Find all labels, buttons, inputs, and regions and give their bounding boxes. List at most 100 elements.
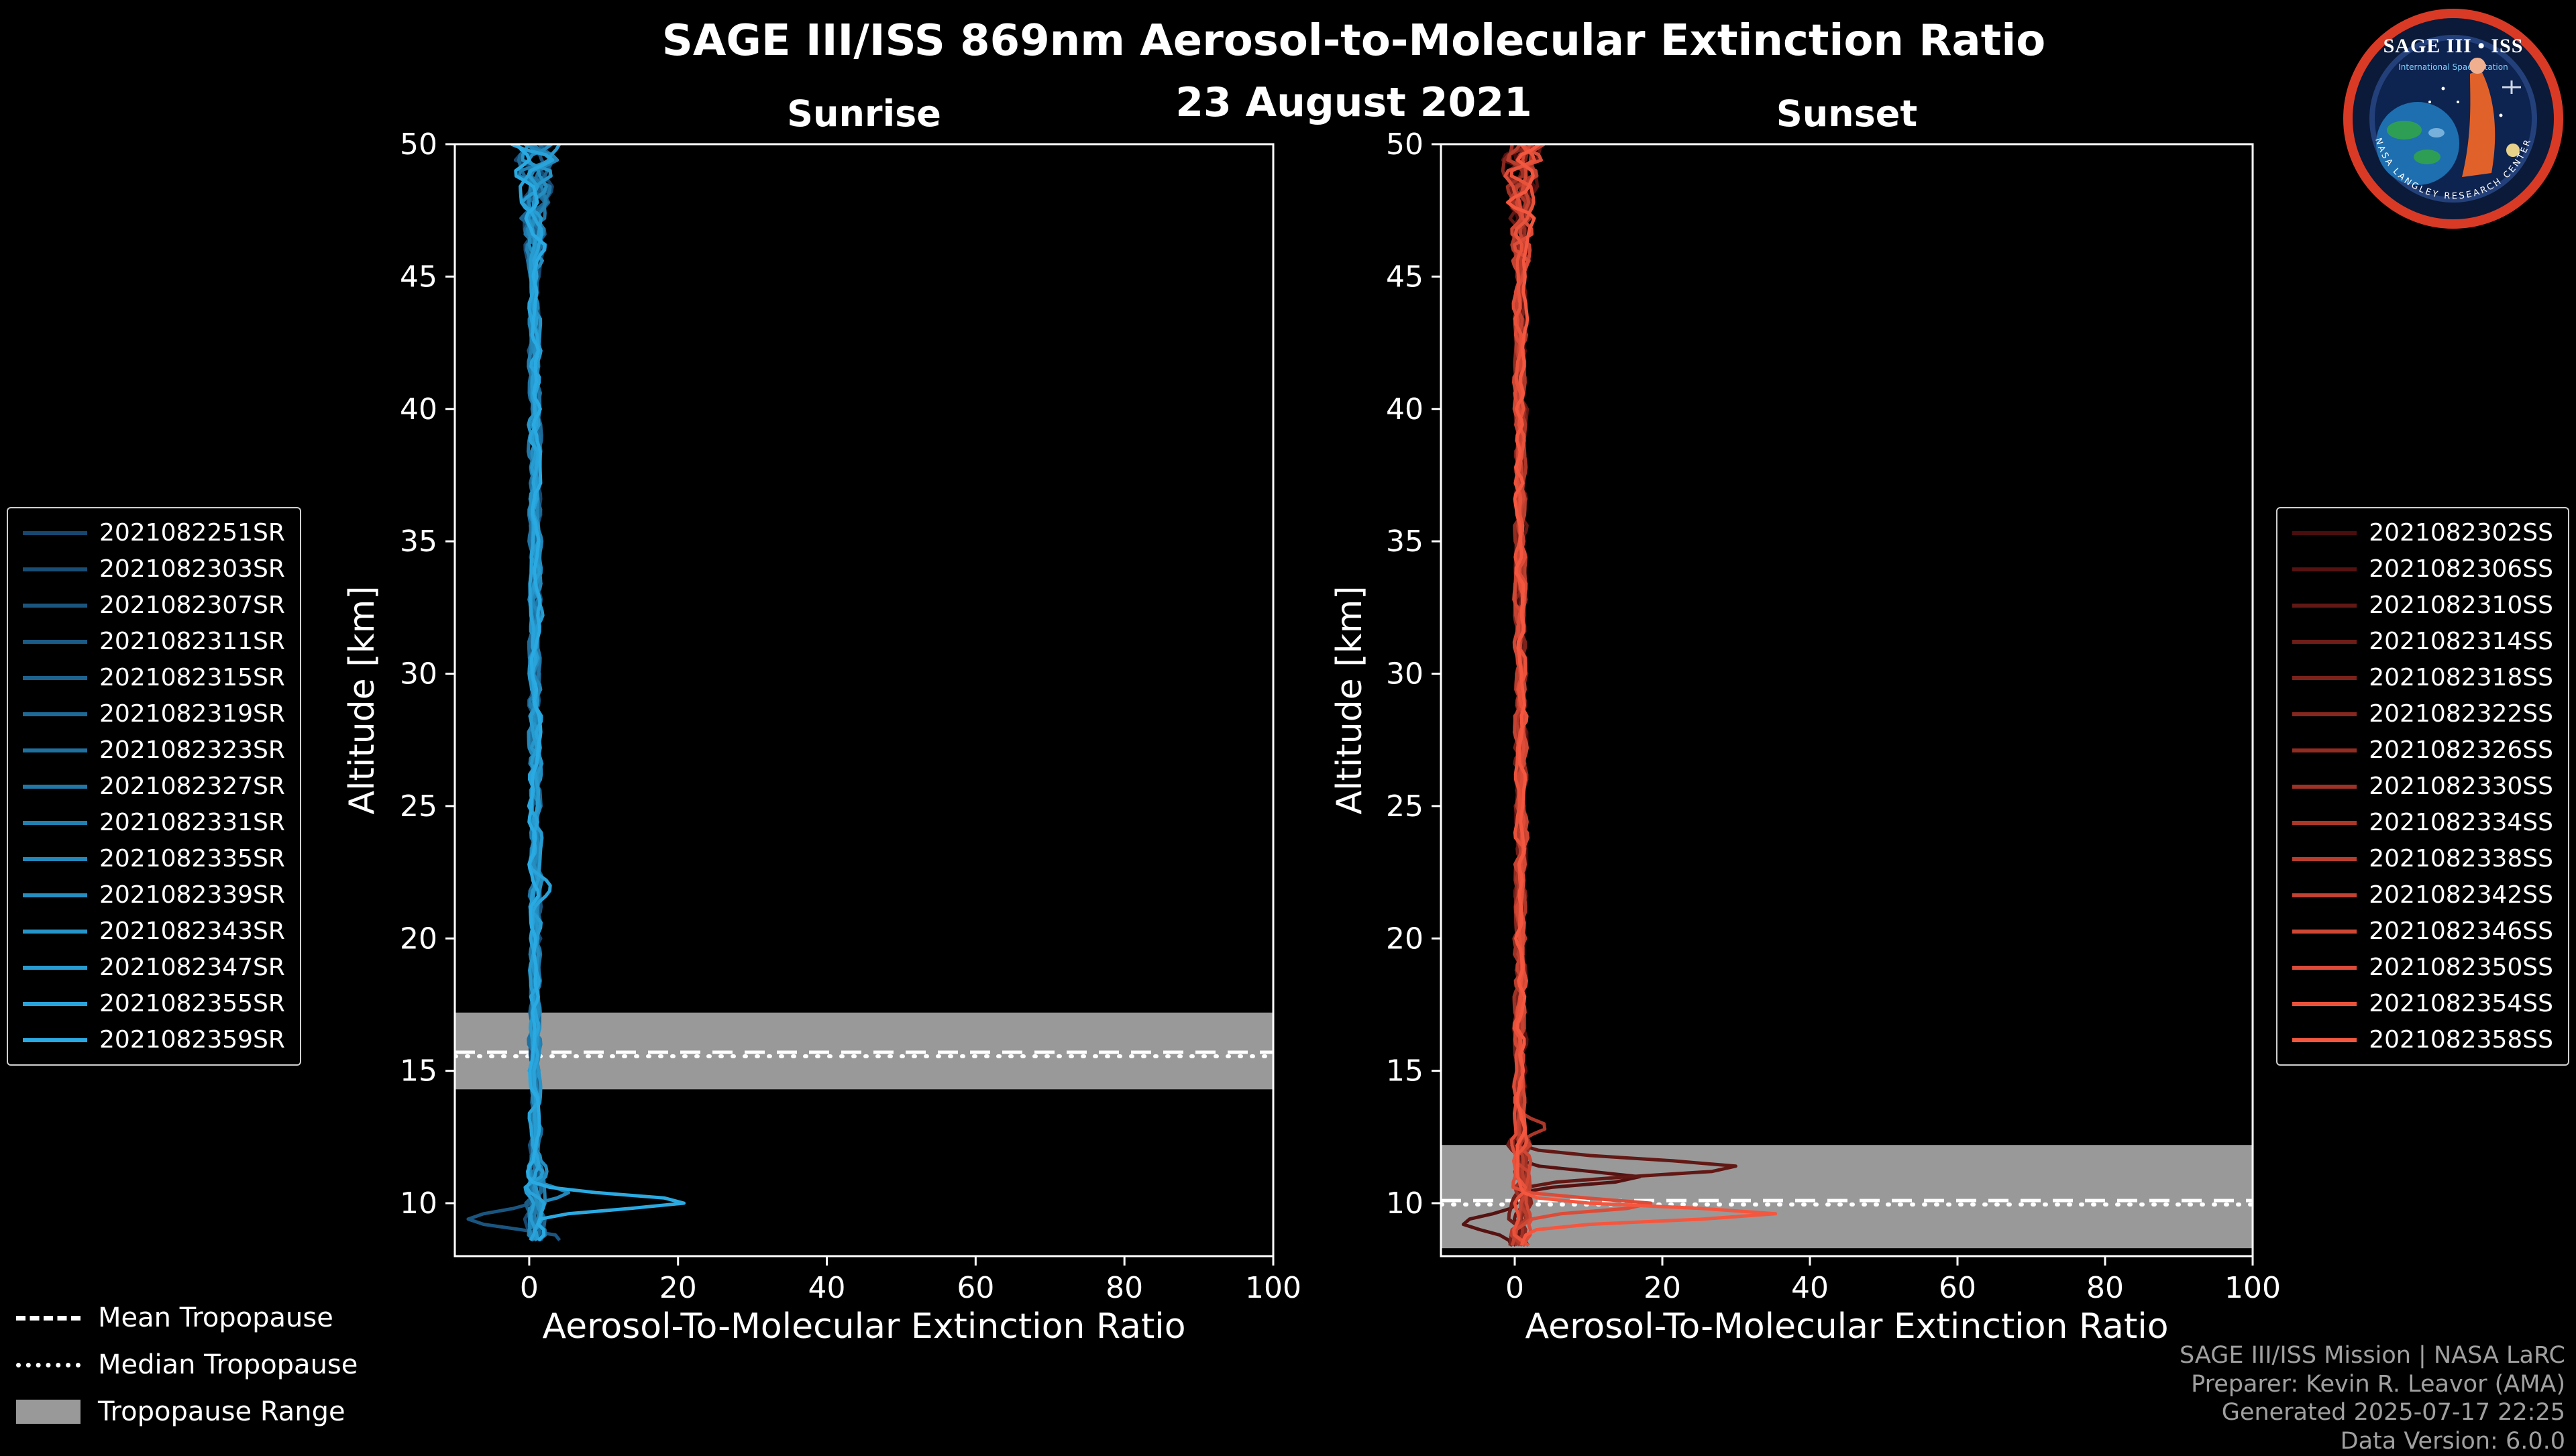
legend-item: 2021082302SS bbox=[2292, 519, 2553, 547]
svg-text:30: 30 bbox=[400, 657, 437, 691]
legend-label: 2021082310SS bbox=[2369, 592, 2553, 619]
legend-item: 2021082318SS bbox=[2292, 664, 2553, 691]
legend-label: 2021082342SS bbox=[2369, 881, 2553, 909]
legend-item: 2021082359SR bbox=[23, 1026, 285, 1054]
legend-label: 2021082346SS bbox=[2369, 917, 2553, 945]
svg-text:60: 60 bbox=[1939, 1271, 1976, 1305]
sunrise-event-legend: 2021082251SR 2021082303SR 2021082307SR 2021… bbox=[7, 507, 301, 1066]
legend-item: 2021082306SS bbox=[2292, 555, 2553, 583]
svg-text:20: 20 bbox=[659, 1271, 697, 1305]
legend-item: 2021082319SR bbox=[23, 700, 285, 728]
svg-text:50: 50 bbox=[1386, 127, 1424, 162]
svg-text:80: 80 bbox=[2086, 1271, 2124, 1305]
legend-line-swatch bbox=[2292, 567, 2357, 571]
dashed-line-icon bbox=[16, 1315, 80, 1321]
legend-item: 2021082346SS bbox=[2292, 917, 2553, 945]
svg-text:35: 35 bbox=[1386, 524, 1424, 559]
legend-item: 2021082355SR bbox=[23, 990, 285, 1017]
svg-text:40: 40 bbox=[400, 392, 437, 427]
legend-line-swatch bbox=[2292, 748, 2357, 752]
legend-label: 2021082307SR bbox=[99, 592, 285, 619]
legend-item: 2021082339SR bbox=[23, 881, 285, 909]
legend-label: 2021082327SR bbox=[99, 773, 285, 800]
logo-figure-head bbox=[2469, 58, 2485, 74]
logo-earth bbox=[2376, 102, 2459, 185]
legend-line-swatch bbox=[2292, 856, 2357, 861]
legend-label: 2021082306SS bbox=[2369, 555, 2553, 583]
sunset-panel-title: Sunset bbox=[1776, 93, 1918, 135]
svg-text:25: 25 bbox=[1386, 789, 1424, 824]
svg-text:30: 30 bbox=[1386, 657, 1424, 691]
legend-label: 2021082251SR bbox=[99, 519, 285, 547]
logo-title-text: SAGE III • ISS bbox=[2383, 35, 2524, 57]
logo-moon bbox=[2506, 144, 2520, 157]
legend-label: 2021082330SS bbox=[2369, 773, 2553, 800]
sunrise-panel-title: Sunrise bbox=[787, 93, 941, 135]
svg-text:10: 10 bbox=[1386, 1186, 1424, 1221]
legend-label: 2021082343SR bbox=[99, 917, 285, 945]
svg-text:50: 50 bbox=[400, 127, 437, 162]
svg-text:0: 0 bbox=[1505, 1271, 1524, 1305]
legend-item: 2021082314SS bbox=[2292, 628, 2553, 655]
legend-label: 2021082319SR bbox=[99, 700, 285, 728]
credit-line-generated: Generated 2025-07-17 22:25 bbox=[2221, 1399, 2565, 1426]
tropopause-legend: Mean Tropopause Median Tropopause Tropop… bbox=[16, 1302, 358, 1427]
gray-band-icon bbox=[16, 1400, 80, 1424]
legend-label: 2021082315SR bbox=[99, 664, 285, 691]
sunset-event-legend: 2021082302SS 2021082306SS 2021082310SS 2021… bbox=[2276, 507, 2569, 1066]
svg-text:10: 10 bbox=[400, 1186, 437, 1221]
svg-text:15: 15 bbox=[400, 1054, 437, 1088]
svg-text:100: 100 bbox=[2224, 1271, 2281, 1305]
logo-subtitle-text: International Space Station bbox=[2398, 62, 2508, 72]
legend-line-swatch bbox=[23, 712, 87, 716]
legend-label: 2021082302SS bbox=[2369, 519, 2553, 547]
logo-earth-landmass bbox=[2414, 150, 2440, 164]
legend-item: 2021082315SR bbox=[23, 664, 285, 691]
logo-figure bbox=[2462, 70, 2496, 177]
legend-line-swatch bbox=[23, 675, 87, 680]
logo-iss bbox=[2502, 80, 2521, 94]
credits-block: SAGE III/ISS Mission | NASA LaRC Prepare… bbox=[2180, 1341, 2565, 1456]
legend-label: 2021082335SR bbox=[99, 845, 285, 873]
legend-item: 2021082251SR bbox=[23, 519, 285, 547]
mean-tropopause-label: Mean Tropopause bbox=[98, 1302, 333, 1333]
legend-line-swatch bbox=[23, 893, 87, 897]
legend-item: 2021082342SS bbox=[2292, 881, 2553, 909]
credit-line-version: Data Version: 6.0.0 bbox=[2340, 1428, 2565, 1455]
svg-text:20: 20 bbox=[1644, 1271, 1681, 1305]
legend-line-swatch bbox=[2292, 784, 2357, 789]
logo-earth-cloud bbox=[2428, 128, 2445, 137]
legend-item: 2021082330SS bbox=[2292, 773, 2553, 800]
legend-label: 2021082354SS bbox=[2369, 990, 2553, 1017]
svg-text:80: 80 bbox=[1106, 1271, 1143, 1305]
legend-line-swatch bbox=[2292, 675, 2357, 680]
legend-line-swatch bbox=[23, 1038, 87, 1042]
svg-text:40: 40 bbox=[1791, 1271, 1829, 1305]
legend-label: 2021082326SS bbox=[2369, 736, 2553, 764]
legend-label: 2021082347SR bbox=[99, 954, 285, 981]
legend-label: 2021082303SR bbox=[99, 555, 285, 583]
sunset-x-axis-label: Aerosol-To-Molecular Extinction Ratio bbox=[1525, 1306, 2169, 1347]
logo-stars bbox=[2428, 87, 2503, 117]
median-tropopause-label: Median Tropopause bbox=[98, 1349, 358, 1380]
legend-line-swatch bbox=[23, 748, 87, 752]
legend-item: 2021082322SS bbox=[2292, 700, 2553, 728]
median-tropopause-legend-item: Median Tropopause bbox=[16, 1349, 358, 1380]
legend-label: 2021082334SS bbox=[2369, 809, 2553, 836]
legend-line-swatch bbox=[23, 820, 87, 825]
svg-text:20: 20 bbox=[1386, 921, 1424, 956]
svg-text:45: 45 bbox=[1386, 260, 1424, 294]
legend-label: 2021082338SS bbox=[2369, 845, 2553, 873]
legend-line-swatch bbox=[2292, 530, 2357, 535]
logo-earth-landmass bbox=[2387, 121, 2422, 139]
credit-line-mission: SAGE III/ISS Mission | NASA LaRC bbox=[2180, 1342, 2565, 1369]
legend-item: 2021082358SS bbox=[2292, 1026, 2553, 1054]
page-title: SAGE III/ISS 869nm Aerosol-to-Molecular … bbox=[661, 16, 2046, 66]
legend-label: 2021082339SR bbox=[99, 881, 285, 909]
svg-text:25: 25 bbox=[400, 789, 437, 824]
sunrise-x-axis-label: Aerosol-To-Molecular Extinction Ratio bbox=[542, 1306, 1186, 1347]
legend-item: 2021082323SR bbox=[23, 736, 285, 764]
legend-item: 2021082307SR bbox=[23, 592, 285, 619]
legend-label: 2021082331SR bbox=[99, 809, 285, 836]
